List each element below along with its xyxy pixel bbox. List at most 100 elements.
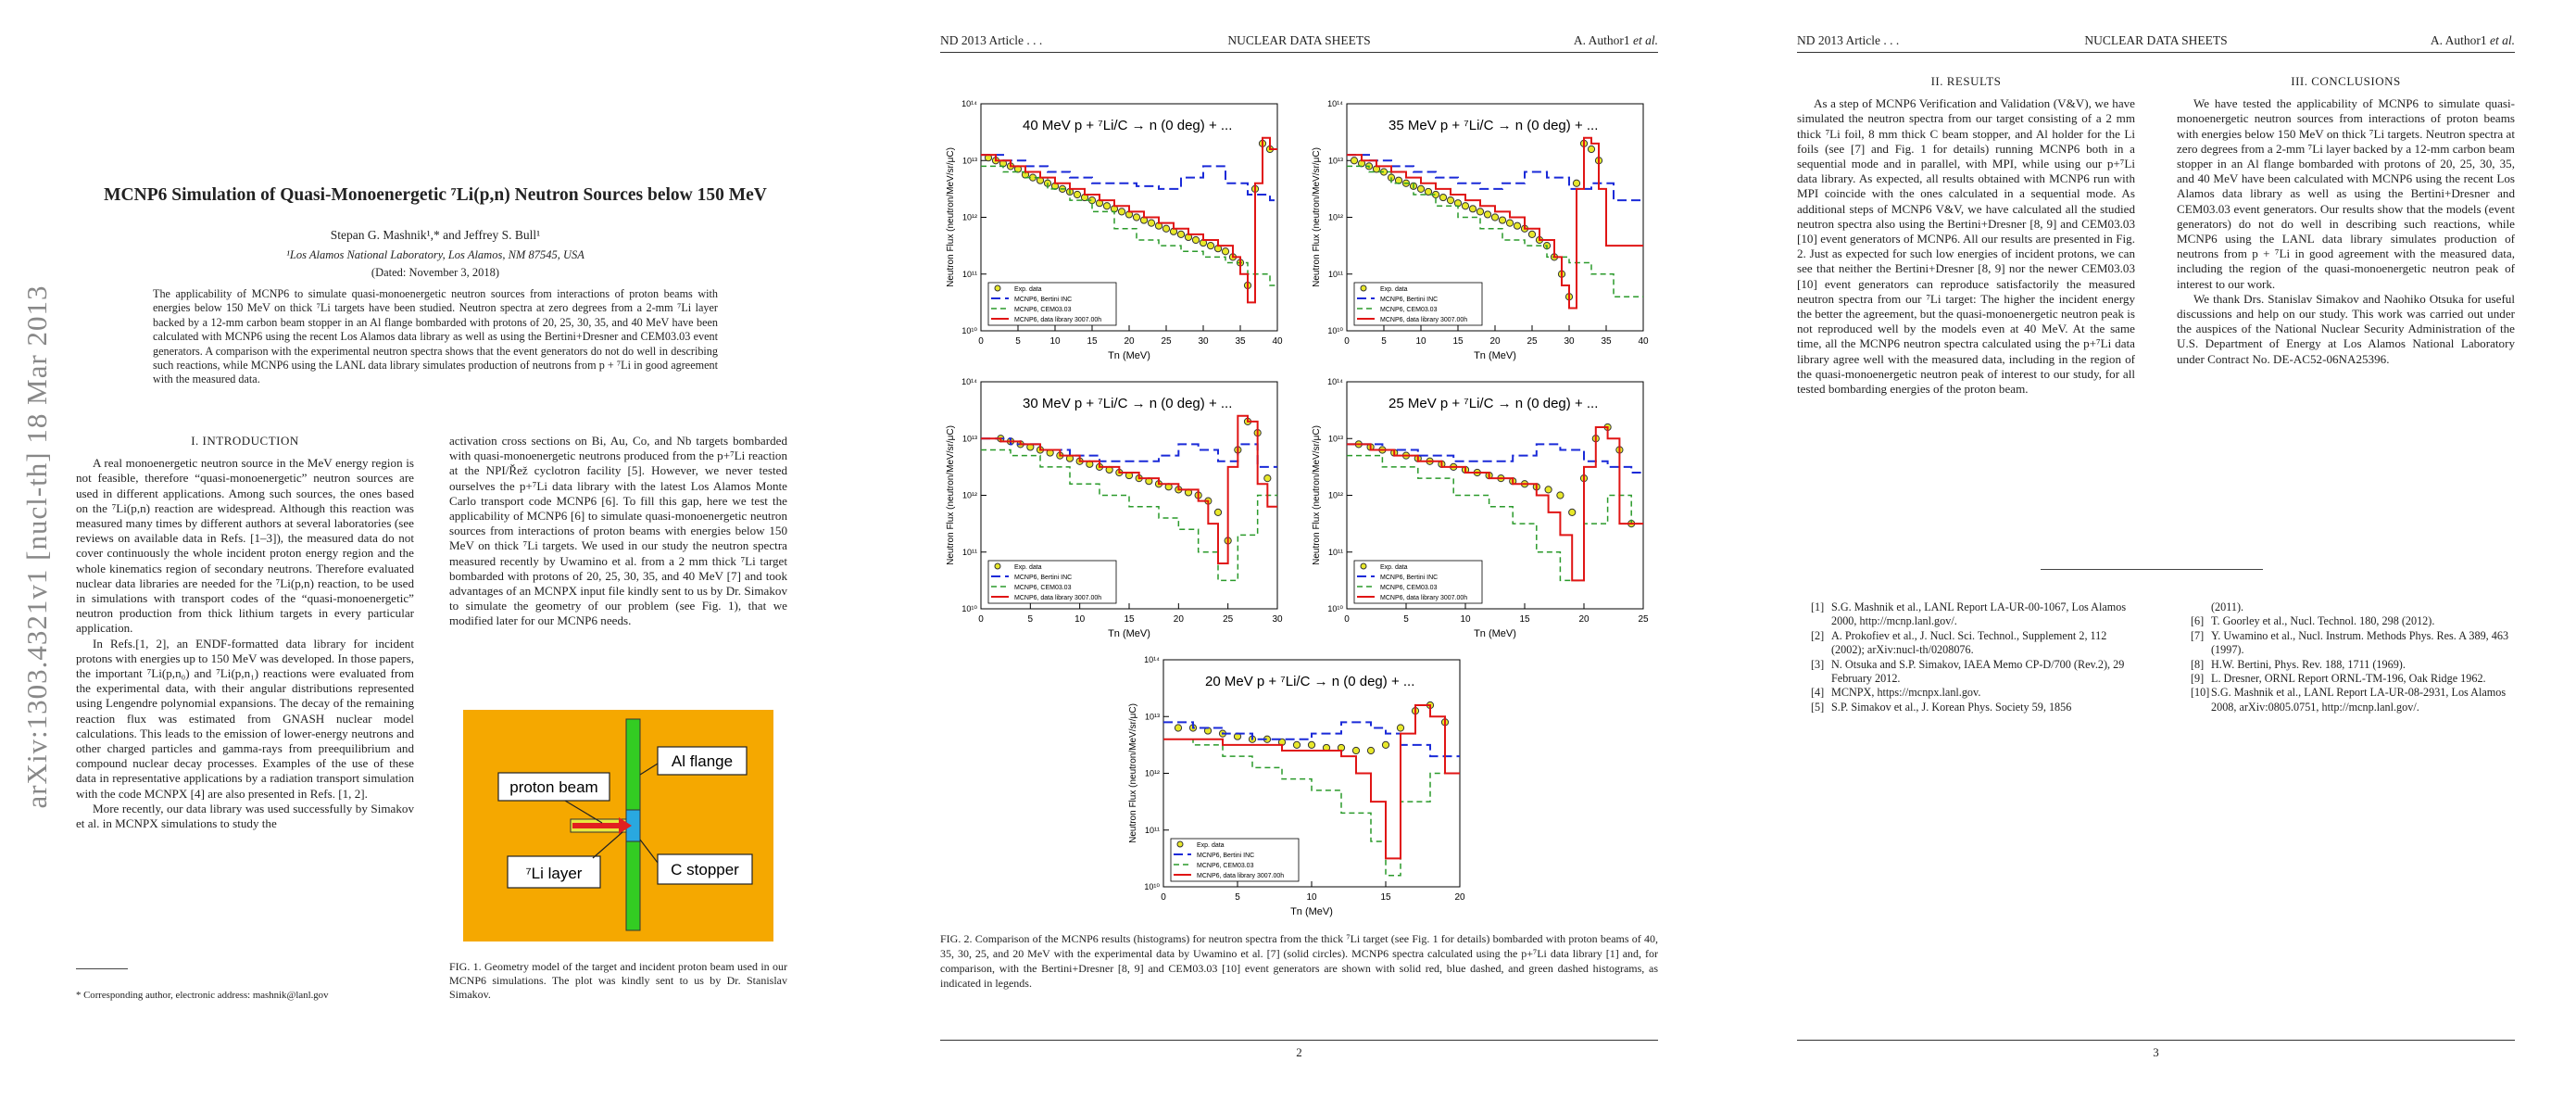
- x-tick-label: 0: [1161, 892, 1166, 903]
- dated: (Dated: November 3, 2018): [371, 266, 500, 279]
- y-axis-label: Neutron Flux (neutron/MeV/sr/μC): [1312, 425, 1322, 565]
- intro-paragraph-4: activation cross sections on Bi, Au, Co,…: [449, 434, 787, 628]
- legend-label: MCNP6, data library 3007.00h: [1197, 873, 1284, 879]
- legend-box: [1170, 838, 1300, 882]
- y-tick-label: 10¹⁰: [961, 604, 977, 613]
- legend-box: [1353, 560, 1483, 604]
- y-axis-label: Neutron Flux (neutron/MeV/sr/μC): [1312, 147, 1322, 287]
- data-point: [1505, 219, 1514, 227]
- x-tick-label: 10: [1049, 336, 1061, 347]
- legend-label: MCNP6, Bertini INC: [1380, 575, 1438, 581]
- legend-box: [987, 560, 1117, 604]
- y-tick-label: 10¹¹: [962, 270, 977, 279]
- conclusions-heading: III. CONCLUSIONS: [2291, 74, 2401, 88]
- data-point: [1468, 205, 1477, 213]
- label-c-stopper: C stopper: [671, 861, 739, 878]
- legend-marker: [994, 562, 1001, 570]
- y-tick-label: 10¹⁴: [1327, 99, 1343, 108]
- x-tick-label: 30: [1564, 336, 1575, 347]
- x-axis-label: Tn (MeV): [1108, 350, 1150, 361]
- data-point: [1102, 202, 1112, 210]
- running-head-left: ND 2013 Article . . .: [940, 33, 1043, 47]
- data-point: [1117, 208, 1126, 216]
- references-left: [1] S.G. Mashnik et al., LANL Report LA-U…: [1811, 600, 2135, 714]
- reference-1: [1] S.G. Mashnik et al., LANL Report LA-U…: [1811, 600, 2127, 628]
- y-tick-label: 10¹¹: [1328, 270, 1343, 279]
- paper-title: MCNP6 Simulation of Quasi-Monoenergetic …: [104, 185, 767, 205]
- y-tick-label: 10¹³: [962, 156, 977, 165]
- legend-label: MCNP6, CEM03.03: [1014, 307, 1072, 313]
- y-tick-label: 10¹²: [962, 491, 977, 500]
- x-tick-label: 35: [1601, 336, 1612, 347]
- chart-title: 40 MeV p + ⁷Li/C → n (0 deg) + ...: [1023, 118, 1232, 133]
- results-column: II. RESULTS As a step of MCNP6 Verificat…: [1797, 74, 2135, 397]
- y-axis-label: Neutron Flux (neutron/MeV/sr/μC): [946, 425, 956, 565]
- reference-2: [2] A. Prokofiev et al., J. Nucl. Sci. Te…: [1811, 628, 2107, 657]
- y-tick-label: 10¹⁰: [1327, 326, 1343, 335]
- data-point: [1527, 230, 1537, 238]
- arxiv-sidebar: arXiv:1303.4321v1 [nucl-th] 18 Mar 2013: [9, 284, 65, 809]
- legend-label: MCNP6, Bertini INC: [1197, 853, 1254, 859]
- series-line: [1163, 721, 1460, 758]
- x-tick-label: 15: [1380, 892, 1391, 903]
- chart-30mev: 0 5 10 15 20 25 30 10¹⁰ 10¹¹ 10¹² 10¹³ 10¹⁴ Tn (MeV)…: [940, 371, 1292, 653]
- x-tick-label: 25: [1527, 336, 1538, 347]
- x-tick-label: 20: [1174, 614, 1185, 625]
- x-tick-label: 0: [1344, 614, 1350, 625]
- x-axis-label: Tn (MeV): [1108, 628, 1150, 639]
- running-head: ND 2013 Article . . . NUCLEAR DATA SHEET…: [1797, 33, 2515, 52]
- intro-column-left: I. INTRODUCTION A real monoenergetic neu…: [76, 434, 414, 831]
- results-heading: II. RESULTS: [1930, 74, 2002, 88]
- x-tick-label: 25: [1223, 614, 1234, 625]
- intro-paragraph-1: A real monoenergetic neutron source in t…: [76, 456, 414, 636]
- y-tick-label: 10¹¹: [962, 548, 977, 557]
- intro-paragraph-2: In Refs.[1, 2], an ENDF-formatted data l…: [76, 636, 414, 801]
- arxiv-id[interactable]: arXiv:1303.4321v1 [nucl-th] 18 Mar 2013: [20, 284, 53, 809]
- data-point: [1292, 740, 1301, 749]
- series-line: [981, 154, 1277, 202]
- x-tick-label: 40: [1272, 336, 1283, 347]
- series-line: [981, 449, 1277, 582]
- footer-rule: [1797, 1040, 2515, 1041]
- y-tick-label: 10¹²: [962, 213, 977, 222]
- data-point: [1162, 224, 1171, 233]
- chart-20mev: 0 5 10 15 20 10¹⁰ 10¹¹ 10¹² 10¹³ 10¹⁴ Tn (MeV) Neut…: [1123, 649, 1475, 931]
- x-axis-label: Tn (MeV): [1474, 350, 1516, 361]
- conclusions-column: III. CONCLUSIONS We have tested the appl…: [2177, 74, 2515, 367]
- x-tick-label: 30: [1272, 614, 1283, 625]
- x-tick-label: 5: [1028, 614, 1034, 625]
- legend-box: [987, 282, 1117, 326]
- chart-title: 35 MeV p + ⁷Li/C → n (0 deg) + ...: [1389, 118, 1598, 133]
- data-point: [1424, 187, 1433, 196]
- x-tick-label: 25: [1161, 336, 1172, 347]
- reference-6: [6] T. Goorley et al., Nucl. Technol. 180…: [2191, 614, 2435, 628]
- figure-1-geometry: proton beam Al flange ⁷Li layer C stoppe…: [463, 710, 773, 941]
- chart-title: 25 MeV p + ⁷Li/C → n (0 deg) + ...: [1389, 396, 1598, 411]
- data-point: [1176, 230, 1186, 238]
- affiliation: ¹Los Alamos National Laboratory, Los Ala…: [286, 248, 584, 261]
- data-point: [1498, 216, 1507, 224]
- series-line: [1347, 454, 1643, 582]
- conclusions-paragraph-1: We have tested the applicability of MCNP…: [2177, 96, 2515, 291]
- legend-label: Exp. data: [1014, 286, 1042, 293]
- x-tick-label: 10: [1306, 892, 1317, 903]
- data-point: [1572, 179, 1581, 187]
- data-point: [1213, 508, 1223, 516]
- legend-marker: [1360, 562, 1367, 570]
- legend-marker: [994, 284, 1001, 292]
- data-point: [1073, 190, 1082, 199]
- x-tick-label: 20: [1489, 336, 1501, 347]
- y-axis-label: Neutron Flux (neutron/MeV/sr/μC): [946, 147, 956, 287]
- legend-label: MCNP6, Bertini INC: [1014, 575, 1072, 581]
- y-tick-label: 10¹⁴: [1327, 377, 1343, 386]
- x-tick-label: 15: [1452, 336, 1464, 347]
- legend-label: MCNP6, data library 3007.00h: [1014, 595, 1101, 601]
- y-tick-label: 10¹⁰: [961, 326, 977, 335]
- legend-label: Exp. data: [1197, 842, 1225, 849]
- data-point: [1476, 208, 1485, 216]
- legend-label: MCNP6, CEM03.03: [1380, 585, 1438, 591]
- running-head-left: ND 2013 Article . . .: [1797, 33, 1900, 47]
- x-axis-label: Tn (MeV): [1290, 906, 1333, 917]
- running-head: ND 2013 Article . . . NUCLEAR DATA SHEET…: [940, 33, 1658, 52]
- x-tick-label: 15: [1124, 614, 1135, 625]
